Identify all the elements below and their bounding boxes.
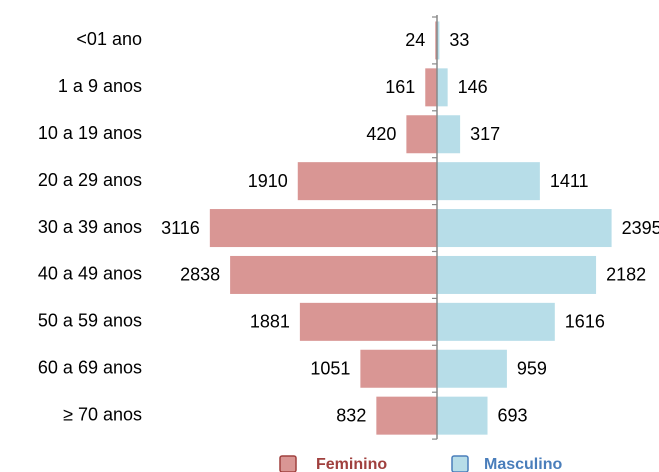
value-label: 420 xyxy=(366,124,396,144)
value-label: 3116 xyxy=(161,218,200,238)
bar xyxy=(435,21,437,60)
value-label: 959 xyxy=(517,359,547,379)
value-label: 161 xyxy=(385,77,415,97)
bar xyxy=(437,21,440,60)
category-label: ≥ 70 anos xyxy=(63,404,142,424)
category-label: 40 a 49 anos xyxy=(38,264,142,284)
bar xyxy=(437,302,555,341)
category-label: 1 a 9 anos xyxy=(58,76,142,96)
value-label: 1910 xyxy=(248,171,288,191)
bar xyxy=(299,302,437,341)
legend-label: Masculino xyxy=(484,456,562,472)
value-label: 2838 xyxy=(180,265,220,285)
category-label: 50 a 59 anos xyxy=(38,311,142,331)
bar xyxy=(209,209,437,248)
value-label: 1411 xyxy=(550,171,589,191)
value-label: 1051 xyxy=(310,359,350,379)
category-label: 10 a 19 anos xyxy=(38,123,142,143)
value-label: 317 xyxy=(470,124,500,144)
value-label: 832 xyxy=(336,405,366,425)
category-label: 20 a 29 anos xyxy=(38,170,142,190)
value-label: 693 xyxy=(498,405,528,425)
bar xyxy=(437,255,597,294)
value-label: 1616 xyxy=(565,312,605,332)
legend-label: Feminino xyxy=(316,456,387,472)
value-label: 146 xyxy=(458,77,488,97)
value-label: 24 xyxy=(405,30,425,50)
category-label: 30 a 39 anos xyxy=(38,217,142,237)
bar xyxy=(437,162,540,201)
category-label: <01 ano xyxy=(76,29,142,49)
value-label: 1881 xyxy=(250,312,290,332)
legend-swatch xyxy=(279,455,297,472)
bar xyxy=(437,396,488,435)
bar xyxy=(376,396,437,435)
bar xyxy=(437,349,507,388)
category-label: 60 a 69 anos xyxy=(38,358,142,378)
value-label: 2182 xyxy=(606,265,646,285)
bar xyxy=(437,209,612,248)
value-label: 2395 xyxy=(622,218,659,238)
bar xyxy=(360,349,437,388)
bar xyxy=(437,68,448,107)
value-label: 33 xyxy=(449,30,469,50)
bar xyxy=(230,255,437,294)
bar xyxy=(437,115,461,154)
legend-swatch xyxy=(451,455,469,472)
bar xyxy=(425,68,437,107)
bar xyxy=(406,115,437,154)
bar xyxy=(297,162,437,201)
